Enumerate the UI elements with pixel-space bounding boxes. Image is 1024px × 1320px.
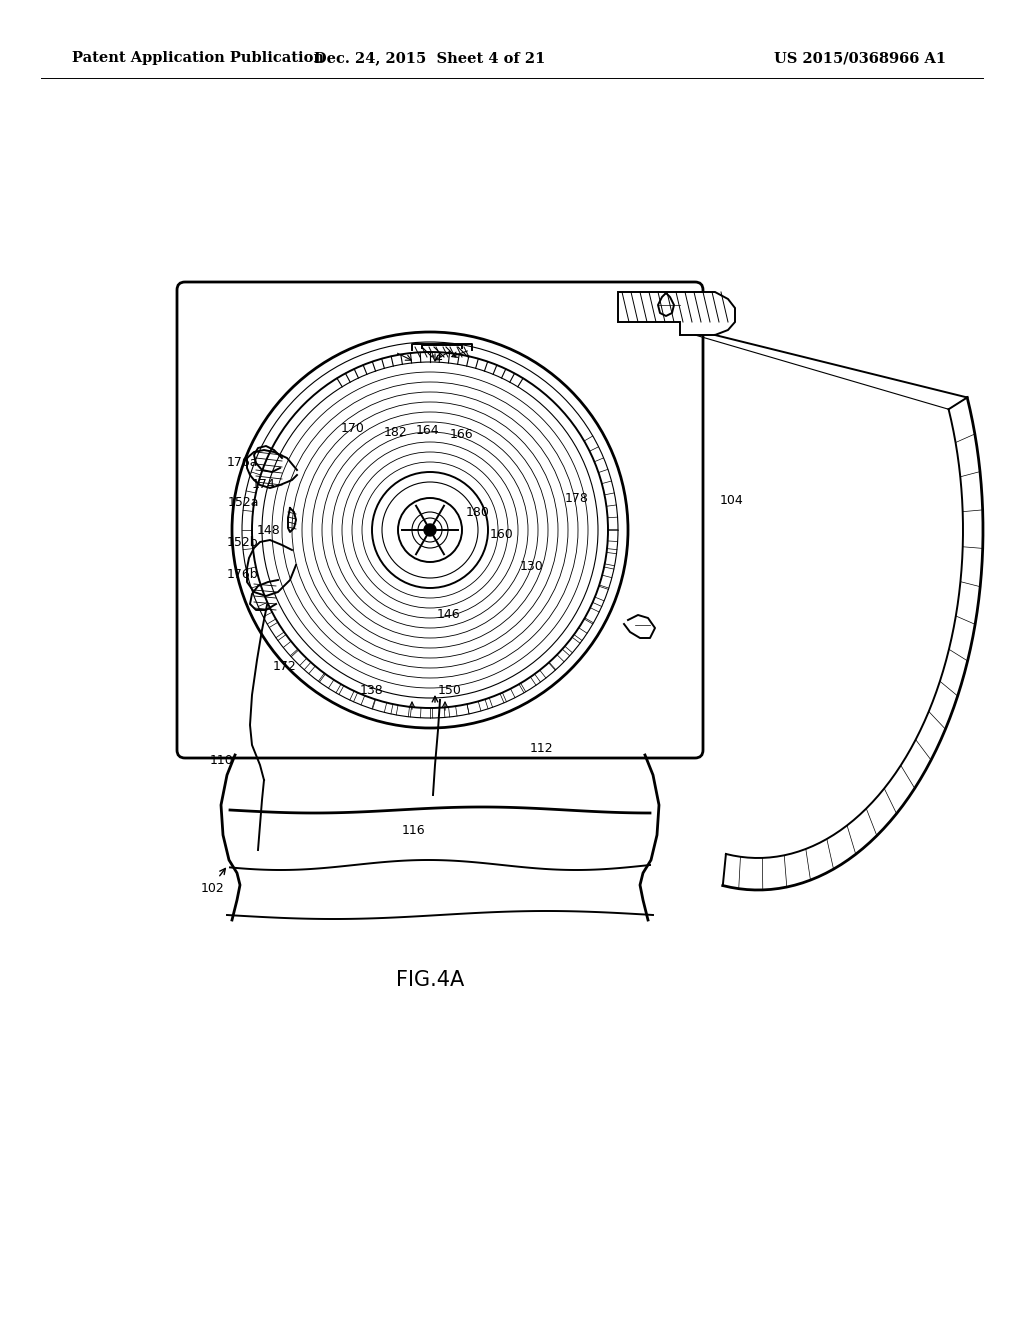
Text: US 2015/0368966 A1: US 2015/0368966 A1 [774,51,946,65]
Text: 146: 146 [436,607,460,620]
Text: 116: 116 [401,824,425,837]
Text: 148: 148 [256,524,280,536]
Text: 176b: 176b [226,568,258,581]
Text: 110: 110 [209,754,233,767]
Text: Patent Application Publication: Patent Application Publication [72,51,324,65]
Text: Dec. 24, 2015  Sheet 4 of 21: Dec. 24, 2015 Sheet 4 of 21 [314,51,546,65]
Text: 172: 172 [272,660,296,672]
Text: 102: 102 [201,882,225,895]
Text: FIG.4A: FIG.4A [396,970,464,990]
Text: 182: 182 [384,425,408,438]
Text: 176a: 176a [226,457,258,470]
Text: 138: 138 [360,684,384,697]
Text: 174: 174 [251,478,275,491]
Text: 164: 164 [415,424,439,437]
Text: 152b: 152b [226,536,258,549]
Circle shape [424,524,436,536]
Text: 180: 180 [466,506,489,519]
Text: 152a: 152a [227,495,259,508]
Text: 160: 160 [490,528,514,540]
Text: 178: 178 [565,491,589,504]
Text: 150: 150 [438,684,462,697]
Polygon shape [618,292,735,335]
FancyBboxPatch shape [177,282,703,758]
Text: 166: 166 [450,428,473,441]
Text: 170: 170 [341,421,365,434]
Text: 104: 104 [720,494,743,507]
Text: 130: 130 [520,561,544,573]
Text: 112: 112 [530,742,554,755]
